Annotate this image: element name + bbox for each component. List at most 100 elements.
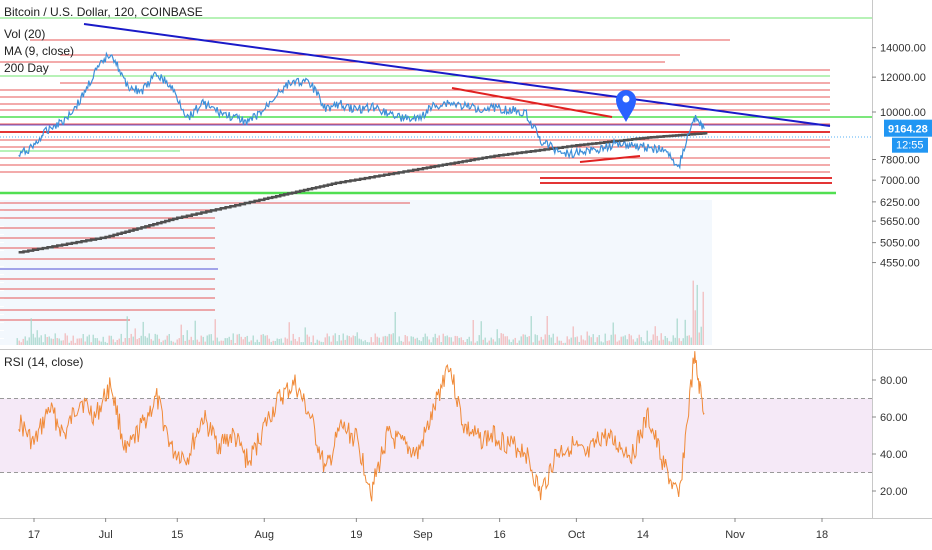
- price-tick-label: 4550.00: [880, 258, 920, 270]
- volume-bar: [202, 336, 204, 345]
- volume-bar: [570, 337, 572, 345]
- volume-bar: [264, 335, 266, 345]
- volume-bar: [122, 341, 124, 345]
- volume-bar: [270, 341, 272, 345]
- volume-bar: [336, 341, 338, 345]
- volume-bar: [84, 341, 86, 345]
- volume-bar: [376, 336, 378, 345]
- volume-profile-tick: [0, 306, 4, 307]
- volume-profile-tick: [0, 290, 4, 291]
- volume-bar: [452, 341, 454, 345]
- volume-bar: [150, 339, 152, 345]
- volume-bar: [550, 337, 552, 345]
- volume-bar: [560, 340, 562, 345]
- volume-bar: [488, 340, 490, 345]
- volume-bar: [490, 337, 492, 345]
- price-tick-label: 5650.00: [880, 216, 920, 228]
- volume-bar: [602, 342, 604, 345]
- volume-bar: [224, 338, 226, 345]
- volume-bar: [22, 338, 24, 345]
- volume-bar: [628, 333, 630, 345]
- volume-bar: [274, 341, 276, 345]
- time-tick-label: Jul: [99, 529, 113, 541]
- volume-profile-tick: [0, 242, 4, 243]
- volume-bar: [294, 338, 296, 345]
- volume-bar: [288, 322, 290, 345]
- volume-bar: [324, 337, 326, 345]
- indicator-label-ma: MA (9, close): [4, 44, 75, 58]
- volume-bar: [322, 342, 324, 345]
- volume-bar: [200, 335, 202, 345]
- volume-bar: [36, 330, 38, 345]
- volume-profile-tick: [0, 338, 4, 339]
- volume-bar: [90, 342, 92, 345]
- volume-bar: [330, 341, 332, 345]
- volume-bar: [536, 335, 538, 345]
- volume-bar: [180, 324, 182, 345]
- volume-bar: [110, 335, 112, 345]
- time-tick-label: 17: [28, 529, 40, 541]
- volume-bar: [444, 336, 446, 345]
- volume-bar: [456, 336, 458, 345]
- volume-bar: [30, 318, 32, 345]
- volume-bar: [128, 338, 130, 345]
- volume-bar: [640, 337, 642, 345]
- volume-bar: [442, 333, 444, 345]
- volume-bar: [46, 337, 48, 345]
- volume-bar: [634, 341, 636, 345]
- volume-bar: [466, 339, 468, 345]
- volume-bar: [650, 339, 652, 345]
- volume-bar: [300, 342, 302, 345]
- volume-bar: [134, 328, 136, 345]
- volume-bar: [230, 339, 232, 345]
- volume-bar: [158, 338, 160, 345]
- volume-bar: [306, 334, 308, 345]
- volume-bar: [582, 339, 584, 345]
- volume-bar: [214, 319, 216, 345]
- volume-bar: [310, 342, 312, 345]
- volume-bar: [242, 339, 244, 345]
- symbol-title: Bitcoin / U.S. Dollar, 120, COINBASE: [4, 5, 203, 19]
- volume-bar: [232, 333, 234, 345]
- volume-bar: [412, 336, 414, 345]
- volume-bar: [42, 342, 44, 345]
- volume-bar: [244, 337, 246, 345]
- volume-bar: [636, 338, 638, 345]
- volume-bar: [114, 342, 116, 345]
- volume-bar: [492, 339, 494, 345]
- volume-bar: [508, 339, 510, 345]
- volume-bar: [338, 335, 340, 345]
- volume-bar: [422, 337, 424, 345]
- volume-bar: [318, 340, 320, 345]
- volume-bar: [682, 338, 684, 345]
- volume-bar: [138, 338, 140, 345]
- volume-bar: [576, 336, 578, 345]
- volume-bar: [80, 338, 82, 345]
- volume-bar: [676, 318, 678, 345]
- volume-bar: [484, 337, 486, 345]
- volume-bar: [428, 339, 430, 345]
- volume-bar: [56, 338, 58, 345]
- volume-bar: [400, 340, 402, 345]
- volume-bar: [268, 338, 270, 345]
- volume-bar: [414, 338, 416, 345]
- volume-bar: [672, 335, 674, 345]
- volume-bar: [348, 336, 350, 345]
- volume-bar: [340, 340, 342, 345]
- rsi-band: [0, 398, 872, 473]
- time-tick-label: 16: [494, 529, 506, 541]
- volume-bar: [246, 335, 248, 345]
- volume-bar: [546, 316, 548, 345]
- volume-bar: [496, 329, 498, 345]
- volume-bar: [176, 339, 178, 345]
- volume-bar: [658, 340, 660, 345]
- volume-bar: [156, 334, 158, 345]
- volume-bar: [106, 342, 108, 345]
- volume-bar: [206, 335, 208, 345]
- volume-bar: [282, 342, 284, 345]
- red-trendline: [451, 87, 613, 118]
- volume-bar: [544, 334, 546, 345]
- volume-bar: [526, 336, 528, 345]
